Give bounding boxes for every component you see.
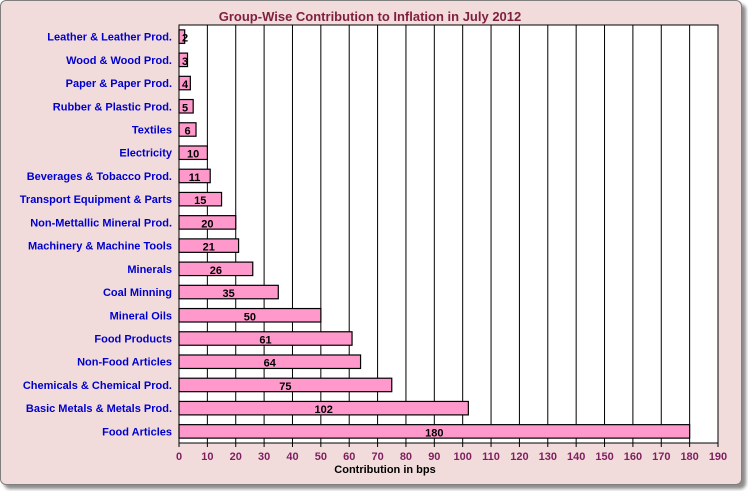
bar	[178, 284, 279, 300]
bar	[178, 424, 691, 439]
data-label: 2	[182, 33, 188, 45]
data-label: 61	[259, 335, 271, 347]
data-label: 50	[244, 311, 256, 323]
category-label: Non-Food Articles	[77, 357, 172, 369]
data-label: 15	[194, 195, 206, 207]
category-label: Leather & Leather Prod.	[47, 32, 172, 44]
grid-lines	[178, 25, 719, 447]
data-label: 4	[182, 79, 189, 91]
x-tick-label: 130	[539, 451, 557, 463]
data-label: 3	[182, 56, 188, 68]
category-label: Paper & Paper Prod.	[66, 78, 172, 90]
x-tick-label: 60	[343, 451, 355, 463]
x-tick-label: 140	[567, 451, 585, 463]
x-tick-labels: 0 10 20 30 40 50 60 70 80 90 100 110 120 130 140 150 160…	[176, 451, 727, 463]
x-tick-label: 120	[510, 451, 528, 463]
x-tick-label: 180	[680, 451, 698, 463]
bar	[178, 29, 186, 44]
x-tick-label: 160	[624, 451, 642, 463]
x-tick-label: 50	[315, 451, 327, 463]
bar	[178, 238, 240, 253]
category-label: Coal Minning	[103, 287, 172, 299]
x-tick-label: 170	[652, 451, 670, 463]
x-tick-label: 30	[258, 451, 270, 463]
bar	[178, 122, 197, 137]
bar	[178, 261, 254, 277]
category-label: Machinery & Machine Tools	[28, 241, 172, 253]
category-label: Chemicals & Chemical Prod.	[23, 380, 172, 392]
bar	[178, 75, 191, 91]
category-labels: Leather & Leather Prod. Wood & Wood Prod.…	[20, 32, 173, 439]
x-tick-label: 40	[286, 451, 298, 463]
data-label: 20	[201, 218, 213, 230]
data-label: 102	[314, 404, 332, 416]
bar	[178, 400, 469, 416]
data-label: 26	[210, 265, 222, 277]
category-label: Wood & Wood Prod.	[66, 55, 172, 67]
x-tick-label: 10	[201, 451, 213, 463]
x-tick-label: 80	[400, 451, 412, 463]
category-label: Transport Equipment & Parts	[20, 194, 172, 206]
data-label: 10	[187, 149, 199, 161]
x-tick-label: 90	[428, 451, 440, 463]
category-label: Rubber & Plastic Prod.	[53, 101, 172, 113]
data-label: 180	[425, 427, 443, 439]
bar	[178, 52, 189, 68]
bar	[178, 215, 237, 230]
category-label: Beverages & Tobacco Prod.	[27, 171, 172, 183]
category-label: Minerals	[127, 264, 172, 276]
x-tick-label: 0	[176, 451, 182, 463]
data-label: 11	[189, 172, 201, 184]
category-label: Non-Mettallic Mineral Prod.	[30, 217, 172, 229]
bar	[178, 331, 353, 346]
bar	[178, 354, 362, 370]
category-label: Basic Metals & Metals Prod.	[26, 403, 172, 415]
plot-area	[178, 24, 719, 444]
category-label: Mineral Oils	[110, 310, 172, 322]
x-tick-label: 190	[709, 451, 727, 463]
data-label: 75	[279, 381, 291, 393]
data-label: 35	[223, 288, 235, 300]
category-label: Food Articles	[102, 426, 172, 438]
x-tick-label: 150	[595, 451, 613, 463]
category-label: Food Products	[94, 334, 172, 346]
bar	[178, 191, 223, 207]
data-label: 21	[203, 242, 215, 254]
bar	[178, 307, 322, 323]
data-label: 64	[264, 358, 277, 370]
category-label: Electricity	[119, 148, 172, 160]
data-label: 5	[182, 102, 188, 114]
x-tick-label: 100	[454, 451, 472, 463]
x-tick-label: 110	[482, 451, 500, 463]
chart-title: Group-Wise Contribution to Inflation in …	[219, 9, 522, 24]
x-axis-label: Contribution in bps	[334, 464, 435, 476]
x-tick-label: 20	[230, 451, 242, 463]
x-tick-label: 70	[371, 451, 383, 463]
data-label: 6	[184, 126, 190, 138]
bar	[178, 145, 208, 161]
bar	[178, 98, 194, 114]
bar	[178, 377, 393, 393]
bar	[178, 168, 211, 184]
category-label: Textiles	[132, 125, 172, 137]
